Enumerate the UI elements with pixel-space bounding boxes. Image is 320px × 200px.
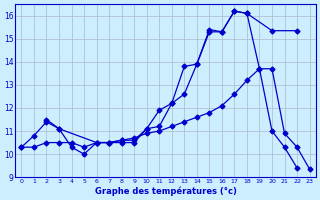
X-axis label: Graphe des températures (°c): Graphe des températures (°c) <box>95 186 236 196</box>
